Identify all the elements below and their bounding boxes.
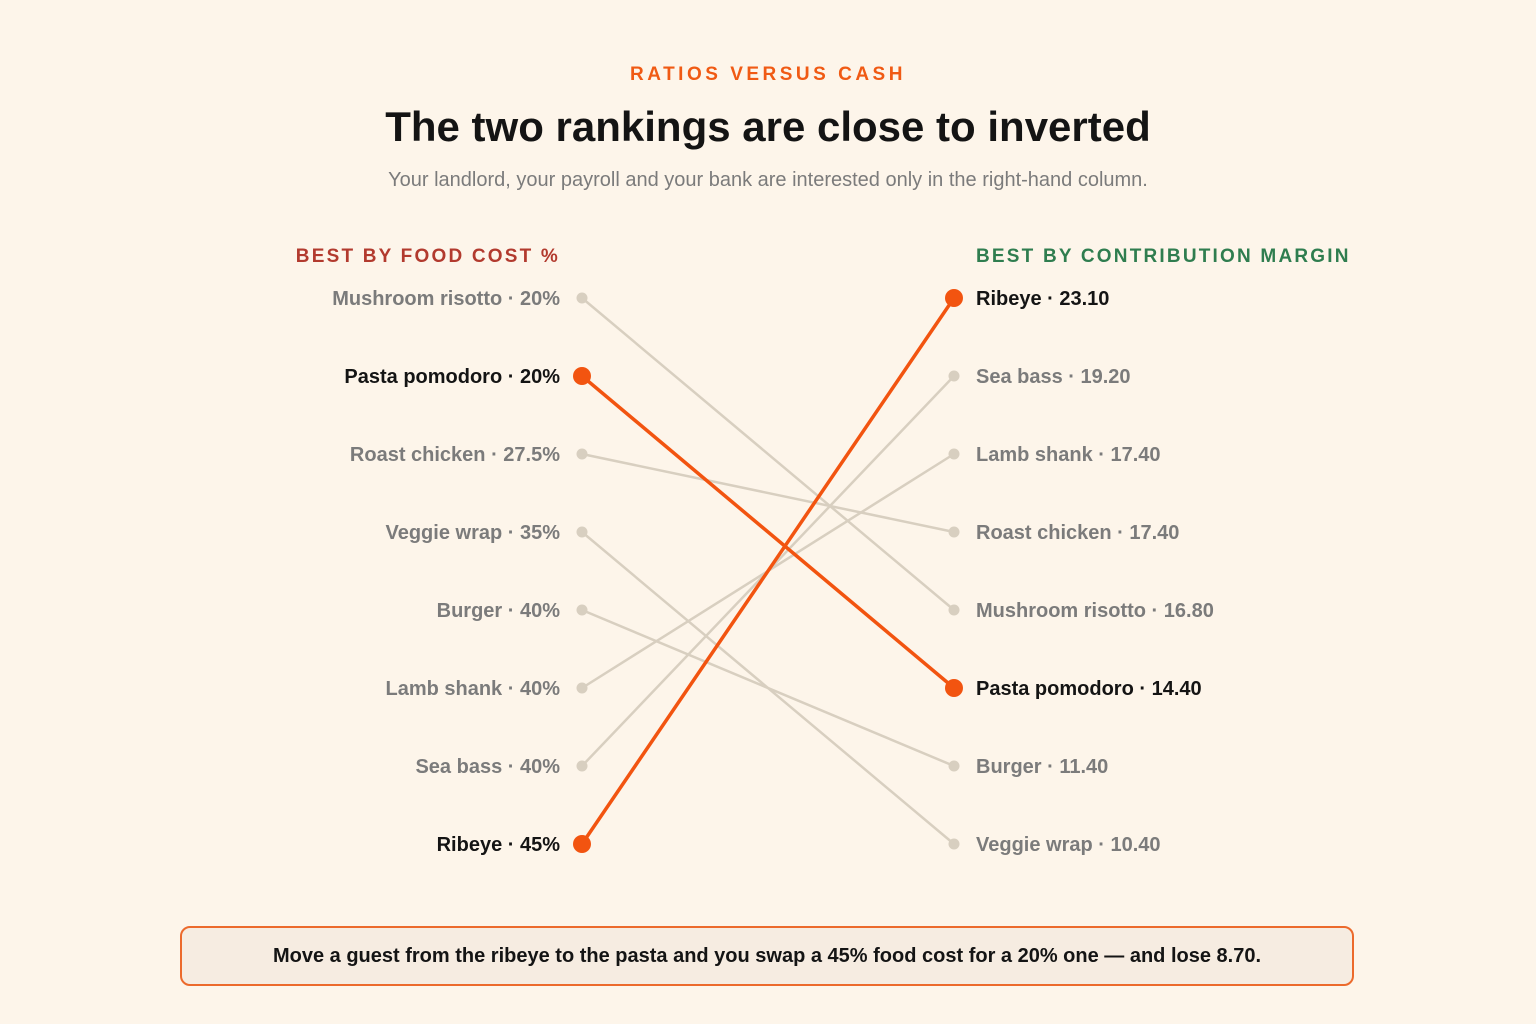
left-dot-burger xyxy=(576,604,588,616)
left-dot-veggie-wrap xyxy=(576,526,588,538)
right-dot-sea-bass xyxy=(948,370,960,382)
left-column-header: BEST BY FOOD COST % xyxy=(296,246,560,267)
slope-line-roast-chicken xyxy=(580,452,956,534)
right-dot-burger xyxy=(948,760,960,772)
slope-line-mushroom-risotto xyxy=(580,296,956,612)
right-label-ribeye: Ribeye · 23.10 xyxy=(976,288,1109,310)
right-dot-ribeye xyxy=(945,289,963,307)
left-dot-ribeye xyxy=(573,835,591,853)
slope-line-pasta-pomodoro xyxy=(580,374,956,690)
right-label-burger: Burger · 11.40 xyxy=(976,756,1108,778)
right-dot-mushroom-risotto xyxy=(948,604,960,616)
right-dot-pasta-pomodoro xyxy=(945,679,963,697)
left-dot-roast-chicken xyxy=(576,448,588,460)
left-label-roast-chicken: Roast chicken · 27.5% xyxy=(350,444,560,466)
chart-subtitle: Your landlord, your payroll and your ban… xyxy=(388,169,1148,191)
eyebrow-label: RATIOS VERSUS CASH xyxy=(630,64,906,85)
left-label-pasta-pomodoro: Pasta pomodoro · 20% xyxy=(344,366,560,388)
highlight-lines xyxy=(580,296,956,846)
right-label-veggie-wrap: Veggie wrap · 10.40 xyxy=(976,834,1161,856)
right-label-pasta-pomodoro: Pasta pomodoro · 14.40 xyxy=(976,678,1202,700)
right-label-sea-bass: Sea bass · 19.20 xyxy=(976,366,1131,388)
left-label-ribeye: Ribeye · 45% xyxy=(437,834,561,856)
right-dot-lamb-shank xyxy=(948,448,960,460)
callout-box: Move a guest from the ribeye to the past… xyxy=(180,926,1354,986)
right-label-roast-chicken: Roast chicken · 17.40 xyxy=(976,522,1179,544)
slope-line-ribeye xyxy=(580,296,956,846)
right-label-lamb-shank: Lamb shank · 17.40 xyxy=(976,444,1161,466)
left-label-veggie-wrap: Veggie wrap · 35% xyxy=(385,522,560,544)
left-dot-pasta-pomodoro xyxy=(573,367,591,385)
left-label-sea-bass: Sea bass · 40% xyxy=(415,756,560,778)
callout-text: Move a guest from the ribeye to the past… xyxy=(272,944,1262,967)
right-label-mushroom-risotto: Mushroom risotto · 16.80 xyxy=(976,600,1214,622)
slope-line-burger xyxy=(580,608,956,768)
left-label-burger: Burger · 40% xyxy=(437,600,561,622)
right-dot-veggie-wrap xyxy=(948,838,960,850)
right-dot-roast-chicken xyxy=(948,526,960,538)
right-column-header: BEST BY CONTRIBUTION MARGIN xyxy=(976,246,1351,267)
left-dot-sea-bass xyxy=(576,760,588,772)
left-dot-lamb-shank xyxy=(576,682,588,694)
left-label-mushroom-risotto: Mushroom risotto · 20% xyxy=(332,288,560,310)
left-dot-mushroom-risotto xyxy=(576,292,588,304)
left-label-lamb-shank: Lamb shank · 40% xyxy=(385,678,560,700)
chart-title: The two rankings are close to inverted xyxy=(385,103,1151,150)
